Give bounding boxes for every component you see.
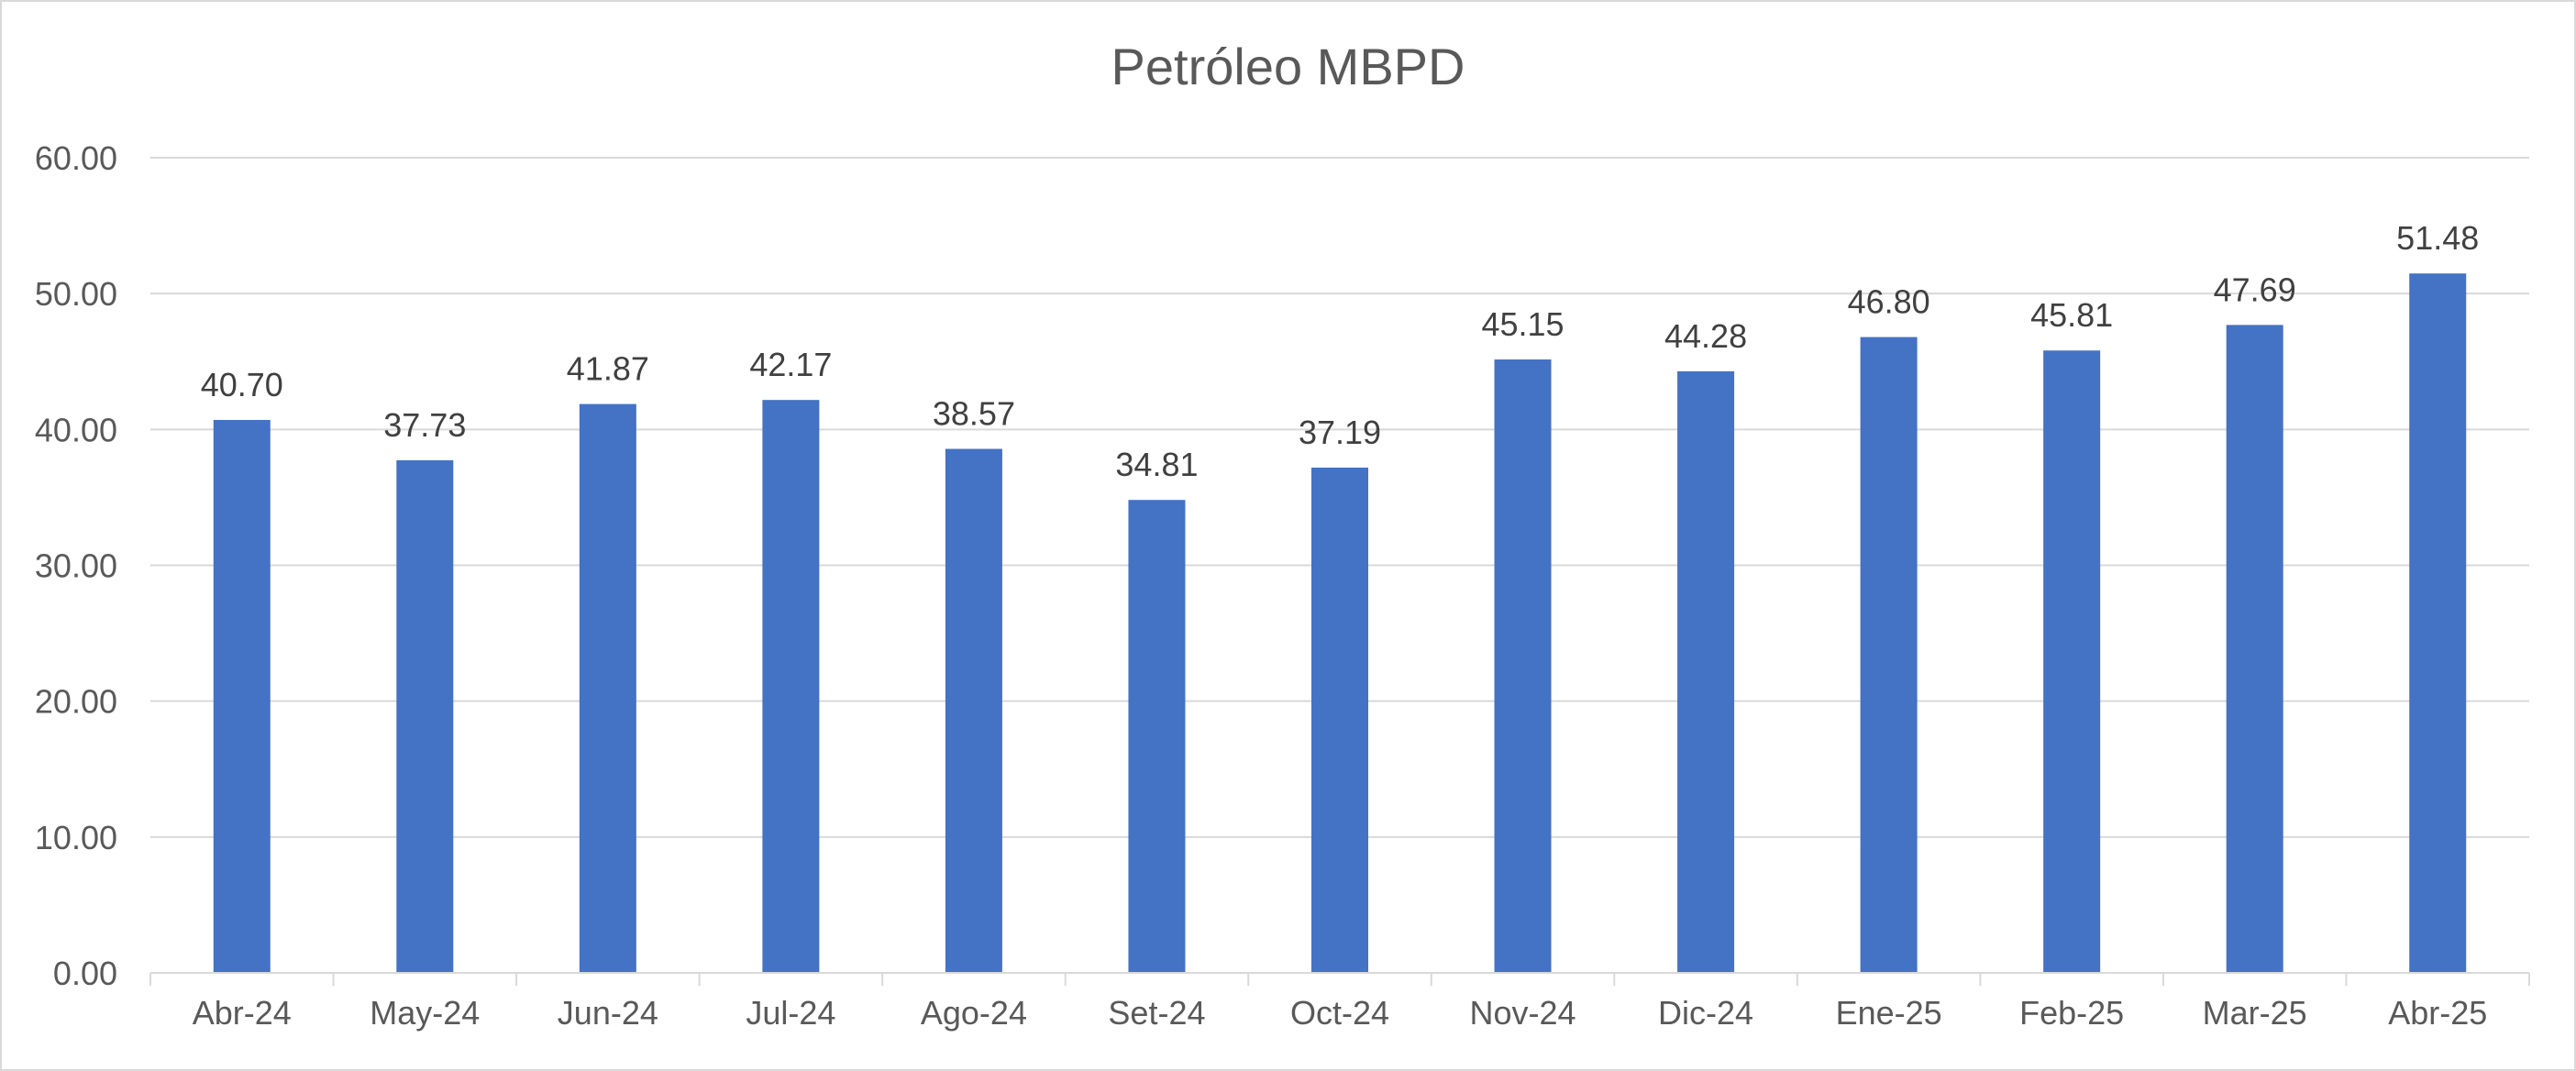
x-tick-label: Oct-24 <box>1290 994 1389 1032</box>
x-tick-label: May-24 <box>370 994 480 1032</box>
labels: 0.00 10.00 20.00 30.00 40.00 50.00 60.00 40.70 A… <box>35 139 2487 1032</box>
bar <box>1128 500 1186 973</box>
bar <box>945 448 1002 973</box>
bar-data-label: 45.81 <box>2030 296 2113 334</box>
chart-title: Petróleo MBPD <box>1111 38 1465 95</box>
bars <box>213 273 2467 974</box>
bar-data-label: 47.69 <box>2214 271 2296 308</box>
bar-data-label: 45.15 <box>1481 305 1564 343</box>
x-tick-label: Ago-24 <box>921 994 1027 1032</box>
bar-data-label: 40.70 <box>201 366 283 403</box>
y-tick-label: 40.00 <box>35 411 117 448</box>
x-tick-label: Nov-24 <box>1470 994 1576 1032</box>
bar-data-label: 41.87 <box>567 350 649 388</box>
y-tick-label: 0.00 <box>53 955 117 992</box>
bar <box>2226 325 2283 973</box>
x-tick-label: Abr-25 <box>2388 994 2487 1032</box>
bar-data-label: 46.80 <box>1848 283 1930 321</box>
bar <box>396 459 454 973</box>
y-tick-label: 30.00 <box>35 547 117 585</box>
y-tick-label: 20.00 <box>35 683 117 721</box>
bar <box>213 419 271 973</box>
y-tick-label: 10.00 <box>35 819 117 856</box>
bar-data-label: 38.57 <box>933 395 1015 433</box>
bar <box>2409 273 2467 973</box>
x-axis <box>149 972 2530 986</box>
x-tick-label: Dic-24 <box>1658 994 1753 1032</box>
bar <box>1860 337 1918 974</box>
bar-data-label: 37.19 <box>1299 414 1381 451</box>
bar <box>579 403 636 973</box>
y-tick-label: 50.00 <box>35 275 117 313</box>
y-tick-label: 60.00 <box>35 139 117 177</box>
bar <box>2043 350 2101 973</box>
x-tick-label: Set-24 <box>1108 994 1205 1032</box>
bar <box>1677 370 1735 974</box>
bar-data-label: 51.48 <box>2396 219 2479 257</box>
x-tick-label: Mar-25 <box>2203 994 2307 1032</box>
x-tick-label: Ene-25 <box>1836 994 1942 1032</box>
x-tick-label: Jun-24 <box>558 994 658 1032</box>
x-tick-label: Jul-24 <box>746 994 835 1032</box>
bar-data-label: 37.73 <box>383 406 466 444</box>
bar <box>1311 467 1368 974</box>
bar-data-label: 44.28 <box>1664 317 1747 355</box>
x-tick-label: Abr-24 <box>193 994 292 1032</box>
bar <box>1494 359 1552 974</box>
bar-data-label: 42.17 <box>749 346 832 383</box>
bar-data-label: 34.81 <box>1115 446 1198 483</box>
x-tick-label: Feb-25 <box>2019 994 2124 1032</box>
bar <box>762 400 820 973</box>
